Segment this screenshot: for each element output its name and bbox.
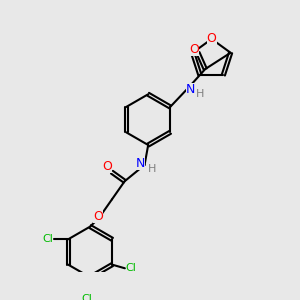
Text: N: N — [186, 82, 195, 95]
Text: O: O — [93, 210, 103, 223]
Text: O: O — [189, 43, 199, 56]
Text: O: O — [207, 32, 217, 46]
Text: Cl: Cl — [81, 294, 92, 300]
Text: H: H — [196, 89, 204, 99]
Text: Cl: Cl — [126, 263, 136, 273]
Text: N: N — [135, 157, 145, 169]
Text: Cl: Cl — [42, 234, 53, 244]
Text: H: H — [148, 164, 156, 174]
Text: O: O — [103, 160, 112, 173]
